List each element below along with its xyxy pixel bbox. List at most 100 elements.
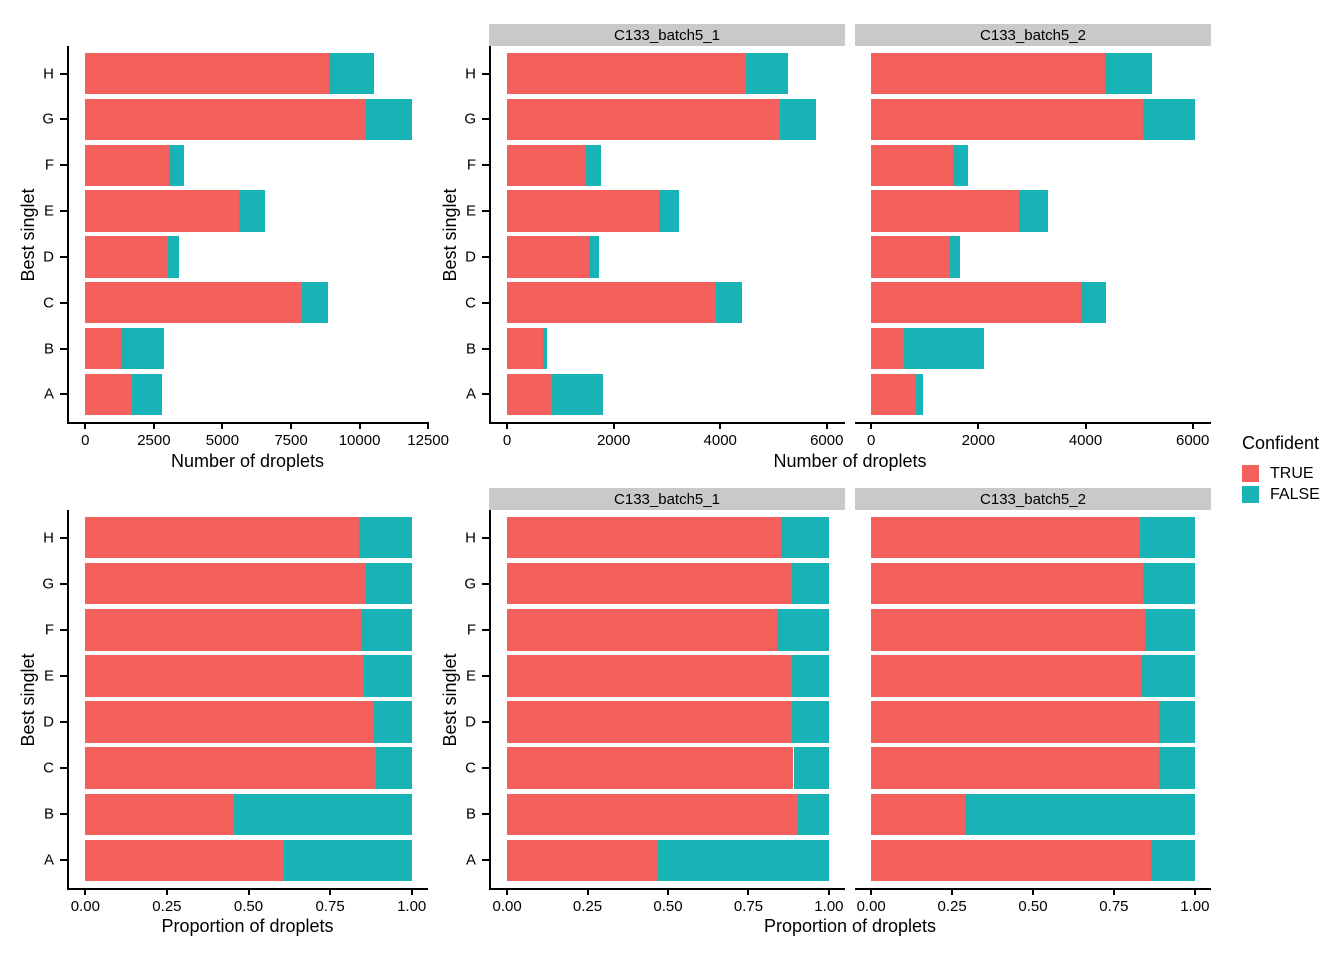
y-category-label: F (44, 621, 54, 639)
bar-segment-false-H (1139, 516, 1195, 559)
x-tick-mark (506, 888, 509, 895)
y-category-label: E (43, 202, 54, 220)
bar-segment-true-C (871, 282, 1081, 324)
bar-segment-true-G (85, 98, 367, 140)
y-category-label: C (43, 294, 54, 312)
x-tick-label: 12500 (407, 432, 449, 449)
x-tick-mark (221, 422, 224, 429)
facet-strip: C133_batch5_1 (489, 24, 845, 46)
y-category-label: F (44, 156, 54, 174)
x-tick-label: 0.25 (937, 898, 967, 915)
legend-title: Confident (1242, 433, 1320, 453)
x-tick-mark (827, 888, 830, 895)
x-tick-mark (870, 888, 873, 895)
y-category-label: A (465, 851, 476, 869)
facet-strip: C133_batch5_2 (855, 24, 1211, 46)
y-category-label: B (43, 340, 54, 358)
bar-segment-false-H (780, 516, 829, 559)
bar-segment-true-A (507, 839, 659, 882)
x-tick-label: 0.50 (1018, 898, 1048, 915)
y-tick-mark (482, 721, 489, 724)
bar-segment-true-E (871, 190, 1019, 232)
bar-segment-false-E (658, 190, 679, 232)
y-category-label: F (466, 621, 476, 639)
y-tick-mark (60, 347, 67, 350)
facet-strip: C133_batch5_1 (489, 488, 845, 510)
bar-segment-true-F (871, 144, 954, 186)
x-tick-label: 0.75 (1099, 898, 1129, 915)
x-tick-mark (165, 888, 168, 895)
x-tick-mark (84, 422, 87, 429)
bar-segment-false-G (791, 563, 829, 605)
y-category-label: E (465, 667, 476, 685)
bar-segment-true-E (85, 190, 240, 232)
x-tick-mark (719, 422, 722, 429)
bar-segment-true-G (871, 563, 1144, 605)
bar-segment-false-F (168, 144, 185, 186)
bar-segment-false-H (1104, 52, 1152, 95)
bar-segment-true-A (507, 373, 553, 416)
bar-segment-true-E (507, 655, 792, 697)
bar-segment-true-H (85, 52, 329, 95)
bar-segment-true-D (871, 701, 1160, 743)
x-tick-mark (290, 422, 292, 429)
y-axis-title: Best singlet (440, 653, 460, 747)
bar-segment-true-F (85, 609, 362, 651)
bar-segment-false-D (168, 236, 180, 278)
x-tick-mark (667, 888, 669, 895)
bar-segment-false-B (903, 328, 984, 370)
panel-proportions-combined: H G F E D C B A 0.00 0.25 0.50 0.75 1.00 (42, 510, 428, 914)
y-tick-mark (60, 536, 67, 539)
x-tick-mark (410, 888, 413, 895)
x-tick-mark (427, 422, 430, 429)
x-tick-mark (1193, 888, 1196, 895)
bar-segment-true-G (85, 563, 366, 605)
bar-segment-false-E (791, 655, 829, 697)
y-tick-mark (482, 813, 489, 816)
x-tick-label: 4000 (1068, 432, 1103, 449)
bar-segment-true-B (507, 793, 799, 835)
bar-segment-false-A (1151, 839, 1195, 882)
x-tick-mark (1032, 888, 1034, 895)
y-tick-mark (482, 255, 489, 258)
y-tick-mark (482, 674, 489, 677)
y-tick-mark (482, 536, 489, 539)
x-tick-mark (247, 888, 250, 895)
bar-segment-true-F (85, 144, 169, 186)
y-tick-mark (482, 301, 489, 304)
bar-segment-false-D (374, 701, 412, 743)
y-tick-mark (60, 813, 67, 816)
x-tick-label: 2500 (137, 432, 171, 449)
bar-segment-true-A (85, 839, 285, 882)
y-tick-mark (60, 721, 67, 724)
facet-strip: C133_batch5_2 (855, 488, 1211, 510)
x-tick-label: 6000 (1175, 432, 1210, 449)
bar-segment-true-H (871, 52, 1105, 95)
y-tick-mark (60, 210, 67, 213)
bar-segment-true-F (507, 609, 778, 651)
legend-label-true: TRUE (1270, 464, 1314, 482)
y-tick-mark (60, 859, 67, 862)
x-axis-title: Number of droplets (170, 451, 325, 471)
y-category-label: G (464, 575, 476, 593)
legend-label-false: FALSE (1270, 485, 1320, 503)
x-tick-mark (329, 888, 332, 895)
x-tick-mark (977, 422, 980, 429)
bar-segment-true-B (871, 793, 966, 835)
x-tick-mark (747, 888, 750, 895)
bar-segment-false-E (1018, 190, 1048, 232)
panel-counts-combined: H G F E D C B A 0 2500 5000 7500 10000 12500 (42, 46, 449, 448)
y-category-label: B (43, 805, 54, 823)
bar-segment-false-F (777, 609, 829, 651)
bar-segment-false-E (239, 190, 266, 232)
bar-segment-false-B (965, 793, 1195, 835)
bar-segment-false-G (1142, 98, 1195, 140)
x-tick-label: 0.00 (856, 898, 886, 915)
y-category-label: D (465, 248, 476, 266)
x-tick-label: 4000 (703, 432, 737, 449)
y-category-label: D (43, 248, 54, 266)
x-tick-label: 2000 (961, 432, 996, 449)
bar-segment-true-E (85, 655, 365, 697)
x-tick-label: 0.50 (233, 898, 264, 915)
y-category-label: G (42, 575, 54, 593)
